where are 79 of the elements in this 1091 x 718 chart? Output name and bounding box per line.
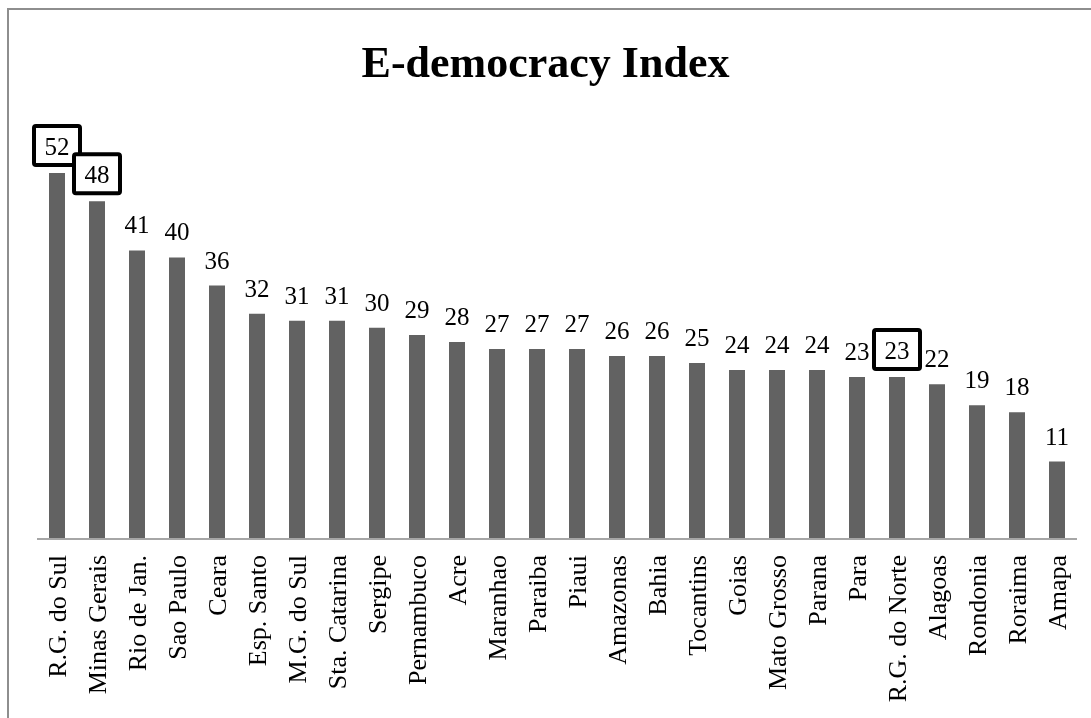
x-tick-label: Alagoas — [923, 555, 953, 641]
bar — [49, 173, 65, 539]
x-tick-label: Pernambuco — [403, 555, 433, 685]
data-label: 31 — [284, 281, 310, 309]
x-tick-label: M.G. do Sul — [283, 555, 313, 684]
data-label: 30 — [364, 288, 390, 316]
bar — [1049, 461, 1065, 539]
bar — [689, 363, 705, 539]
x-tick-label: Sao Paulo — [163, 555, 193, 660]
data-label: 18 — [1004, 373, 1030, 401]
data-label: 27 — [484, 309, 510, 337]
bar — [809, 370, 825, 539]
data-label: 32 — [244, 274, 270, 302]
data-label: 22 — [924, 345, 950, 373]
x-tick-label: Piaui — [563, 555, 593, 609]
bar — [369, 327, 385, 539]
data-label: 29 — [404, 295, 430, 323]
bar — [89, 201, 105, 539]
data-label: 25 — [684, 324, 710, 352]
x-tick-label: Sta. Catarina — [323, 554, 353, 690]
x-tick-label: Rio de Jan. — [123, 555, 153, 672]
bar — [729, 370, 745, 539]
bar — [889, 377, 905, 539]
x-tick-label: Minas Gerais — [83, 555, 113, 695]
data-label: 23 — [844, 338, 870, 366]
bar — [929, 384, 945, 539]
bar — [129, 250, 145, 539]
x-tick-label: Mato Grosso — [763, 555, 793, 691]
x-tick-label: Ceara — [203, 554, 233, 616]
x-tick-label: Paraiba — [523, 554, 553, 633]
bar — [329, 320, 345, 539]
data-label: 41 — [124, 211, 150, 239]
annotation: 23 — [884, 337, 910, 365]
bar — [1009, 412, 1025, 539]
x-tick-label: Parana — [803, 554, 833, 626]
x-tick-label: Goias — [723, 555, 753, 616]
x-tick-label: R.G. do Sul — [43, 555, 73, 678]
data-label: 11 — [1044, 422, 1070, 450]
bar — [209, 285, 225, 539]
bar — [969, 405, 985, 539]
bar — [609, 356, 625, 539]
bar — [849, 377, 865, 539]
data-label: 27 — [564, 309, 590, 337]
x-tick-label: Maranhao — [483, 555, 513, 661]
bar — [249, 313, 265, 539]
bar — [529, 348, 545, 539]
data-label: 24 — [764, 331, 790, 359]
data-label: 28 — [444, 302, 470, 330]
x-tick-label: Amazonas — [603, 555, 633, 665]
x-tick-label: Bahia — [643, 554, 673, 616]
x-tick-label: Esp. Santo — [243, 555, 273, 667]
bar — [169, 257, 185, 539]
bar — [569, 348, 585, 539]
x-tick-label: Rondonia — [963, 554, 993, 657]
annotation: 48 — [84, 161, 110, 189]
data-label: 26 — [644, 317, 670, 344]
data-label: 31 — [324, 281, 350, 309]
x-tick-label: Roraima — [1003, 554, 1033, 645]
bar — [489, 348, 505, 539]
data-label: 36 — [204, 246, 230, 274]
x-tick-label: Amapa — [1043, 554, 1073, 631]
bar — [409, 334, 425, 539]
x-tick-label: R.G. do Norte — [883, 555, 913, 703]
bar — [649, 356, 665, 539]
data-label: 26 — [604, 317, 630, 344]
bar — [449, 341, 465, 539]
data-label: 19 — [964, 366, 990, 394]
data-label: 40 — [164, 218, 190, 246]
x-tick-label: Acre — [443, 555, 473, 606]
data-label: 24 — [804, 331, 830, 359]
chart-title: E-democracy Index — [360, 38, 731, 88]
x-tick-label: Tocantins — [683, 555, 713, 656]
bar — [769, 370, 785, 539]
x-tick-label: Sergipe — [363, 555, 393, 634]
data-label: 24 — [724, 331, 750, 359]
data-label: 27 — [524, 309, 550, 337]
x-tick-label: Para — [843, 554, 873, 602]
annotation: 52 — [44, 133, 70, 160]
bar — [289, 320, 305, 539]
